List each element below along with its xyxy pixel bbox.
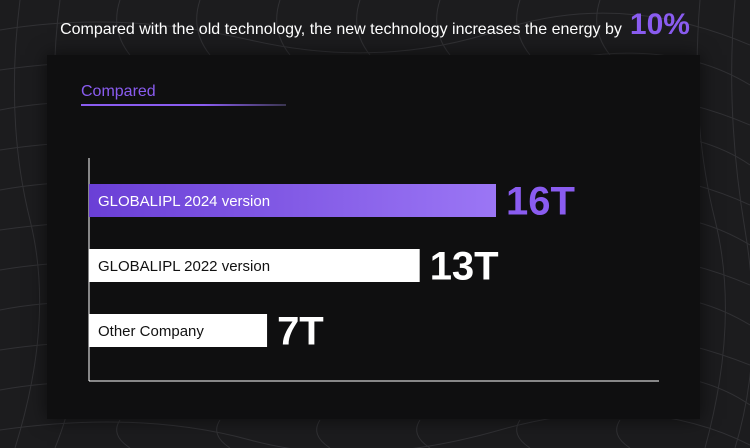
- bar-value-label-1: 13T: [430, 245, 499, 289]
- section-underline: [81, 104, 286, 106]
- bar-value-label-2: 7T: [277, 310, 324, 354]
- bar-category-label-2: Other Company: [98, 323, 204, 340]
- section-title: Compared: [81, 83, 156, 100]
- bar-category-label-1: GLOBALIPL 2022 version: [98, 258, 270, 275]
- bar-value-label-0: 16T: [506, 180, 575, 224]
- bar-chart: GLOBALIPL 2024 version 16T GLOBALIPL 2022 …: [88, 158, 659, 382]
- bar-1: [89, 249, 420, 282]
- bar-2: [89, 314, 268, 347]
- bar-0: [89, 184, 496, 217]
- headline: Compared with the old technology, the ne…: [0, 8, 750, 44]
- bar-category-label-0: GLOBALIPL 2024 version: [98, 193, 270, 210]
- chart-panel: Compared GLOBALIPL 2024 version 16T GLOBAL…: [47, 55, 700, 419]
- headline-text: Compared with the old technology, the ne…: [60, 21, 622, 38]
- headline-value: 10%: [629, 8, 690, 41]
